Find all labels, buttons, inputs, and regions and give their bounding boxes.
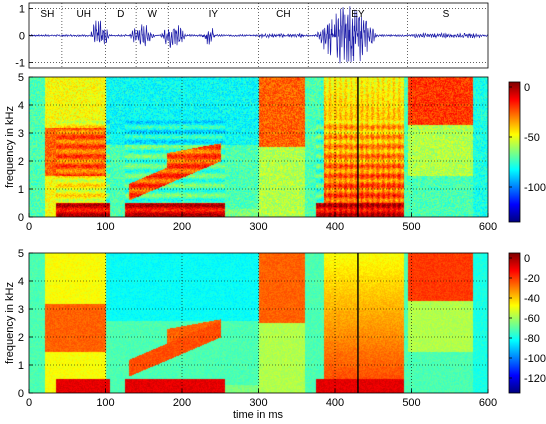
y-tick-label: 2	[18, 332, 24, 344]
x-tick-label: 400	[326, 221, 344, 233]
phoneme-label: IY	[209, 9, 219, 20]
y-tick-label: -1	[15, 58, 25, 70]
x-tick-label: 500	[402, 397, 420, 409]
x-tick-label: 500	[402, 221, 420, 233]
y-tick-label: 3	[18, 128, 24, 140]
colorbar-tick-label: -50	[524, 132, 540, 144]
y-tick-label: 0	[19, 31, 25, 43]
colorbar-bottom: 0 -20 -40 -60 -80 -100 -120	[509, 253, 546, 393]
x-tick-label: 100	[96, 397, 114, 409]
colorbar-tick-label: -20	[524, 273, 540, 285]
y-tick-label: 4	[18, 100, 24, 112]
phoneme-label: D	[117, 9, 124, 20]
x-tick-label: 200	[173, 397, 191, 409]
colorbar-tick-label: 0	[524, 253, 530, 265]
x-axis-label: time in ms	[233, 409, 284, 421]
bottom-y-axis-label: frequency in kHz	[4, 282, 16, 364]
x-tick-label: 0	[26, 397, 32, 409]
phoneme-label: W	[147, 9, 157, 20]
x-tick-label: 300	[249, 397, 267, 409]
phoneme-label: SH	[40, 9, 54, 20]
phoneme-label: S	[443, 9, 450, 20]
phoneme-label: UH	[76, 9, 90, 20]
phoneme-label: EY	[351, 9, 365, 20]
waveform-panel: SH UH D W IY CH EY S -1 0 1	[15, 3, 488, 70]
y-tick-label: 2	[18, 156, 24, 168]
x-tick-label: 0	[26, 221, 32, 233]
colorbar-tick-label: -60	[524, 313, 540, 325]
phoneme-label: CH	[276, 9, 290, 20]
y-tick-label: 3	[18, 304, 24, 316]
colorbar-tick-label: -100	[524, 182, 546, 194]
y-tick-label: 5	[18, 248, 24, 260]
colorbar-tick-label: -80	[524, 333, 540, 345]
x-tick-label: 600	[479, 221, 497, 233]
x-tick-label: 100	[96, 221, 114, 233]
y-tick-label: 0	[18, 212, 24, 224]
x-tick-label: 400	[326, 397, 344, 409]
top-y-axis-label: frequency in kHz	[4, 106, 16, 188]
y-tick-label: 0	[18, 388, 24, 400]
y-tick-label: 5	[18, 72, 24, 84]
y-tick-label: 1	[19, 3, 25, 15]
colorbar-tick-label: 0	[524, 82, 530, 94]
y-tick-label: 1	[18, 184, 24, 196]
colorbar-top: 0 -50 -100	[509, 82, 546, 222]
colorbar-tick-label: -120	[524, 373, 546, 385]
y-tick-label: 1	[18, 360, 24, 372]
x-tick-label: 600	[479, 397, 497, 409]
x-tick-label: 200	[173, 221, 191, 233]
x-tick-label: 300	[249, 221, 267, 233]
colorbar-tick-label: -40	[524, 293, 540, 305]
colorbar-tick-label: -100	[524, 353, 546, 365]
spectrogram-bottom-panel: 0 1 2 3 4 5 0 100 200 300 400 500 600 frequency in k…	[4, 248, 497, 421]
spectrogram-top-panel: 0 1 2 3 4 5 0 100 200 300 400 500 600 frequency in k…	[4, 72, 497, 233]
y-tick-label: 4	[18, 276, 24, 288]
